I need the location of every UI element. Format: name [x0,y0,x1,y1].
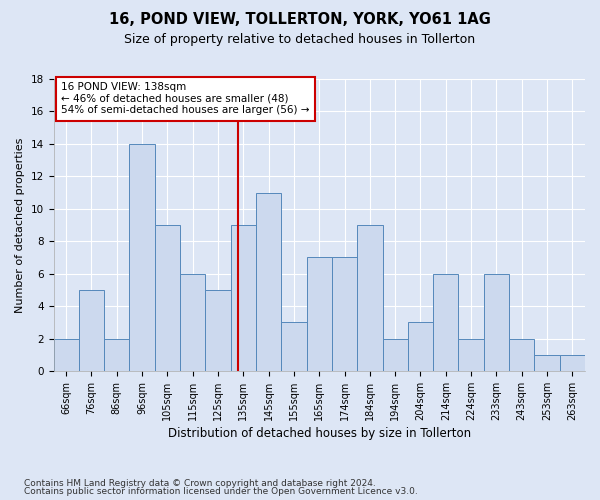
Y-axis label: Number of detached properties: Number of detached properties [15,138,25,312]
X-axis label: Distribution of detached houses by size in Tollerton: Distribution of detached houses by size … [168,427,471,440]
Bar [256,192,281,371]
Bar [484,274,509,371]
Bar [230,225,256,371]
Bar [408,322,433,371]
Bar [307,258,332,371]
Bar [104,338,130,371]
Bar [130,144,155,371]
Text: 16 POND VIEW: 138sqm
← 46% of detached houses are smaller (48)
54% of semi-detac: 16 POND VIEW: 138sqm ← 46% of detached h… [61,82,310,116]
Bar [332,258,357,371]
Text: Contains HM Land Registry data © Crown copyright and database right 2024.: Contains HM Land Registry data © Crown c… [24,478,376,488]
Text: 16, POND VIEW, TOLLERTON, YORK, YO61 1AG: 16, POND VIEW, TOLLERTON, YORK, YO61 1AG [109,12,491,28]
Bar [357,225,383,371]
Bar [535,354,560,371]
Bar [155,225,180,371]
Bar [180,274,205,371]
Text: Size of property relative to detached houses in Tollerton: Size of property relative to detached ho… [124,32,476,46]
Bar [53,338,79,371]
Bar [509,338,535,371]
Bar [433,274,458,371]
Bar [205,290,230,371]
Bar [79,290,104,371]
Bar [383,338,408,371]
Text: Contains public sector information licensed under the Open Government Licence v3: Contains public sector information licen… [24,487,418,496]
Bar [458,338,484,371]
Bar [560,354,585,371]
Bar [281,322,307,371]
